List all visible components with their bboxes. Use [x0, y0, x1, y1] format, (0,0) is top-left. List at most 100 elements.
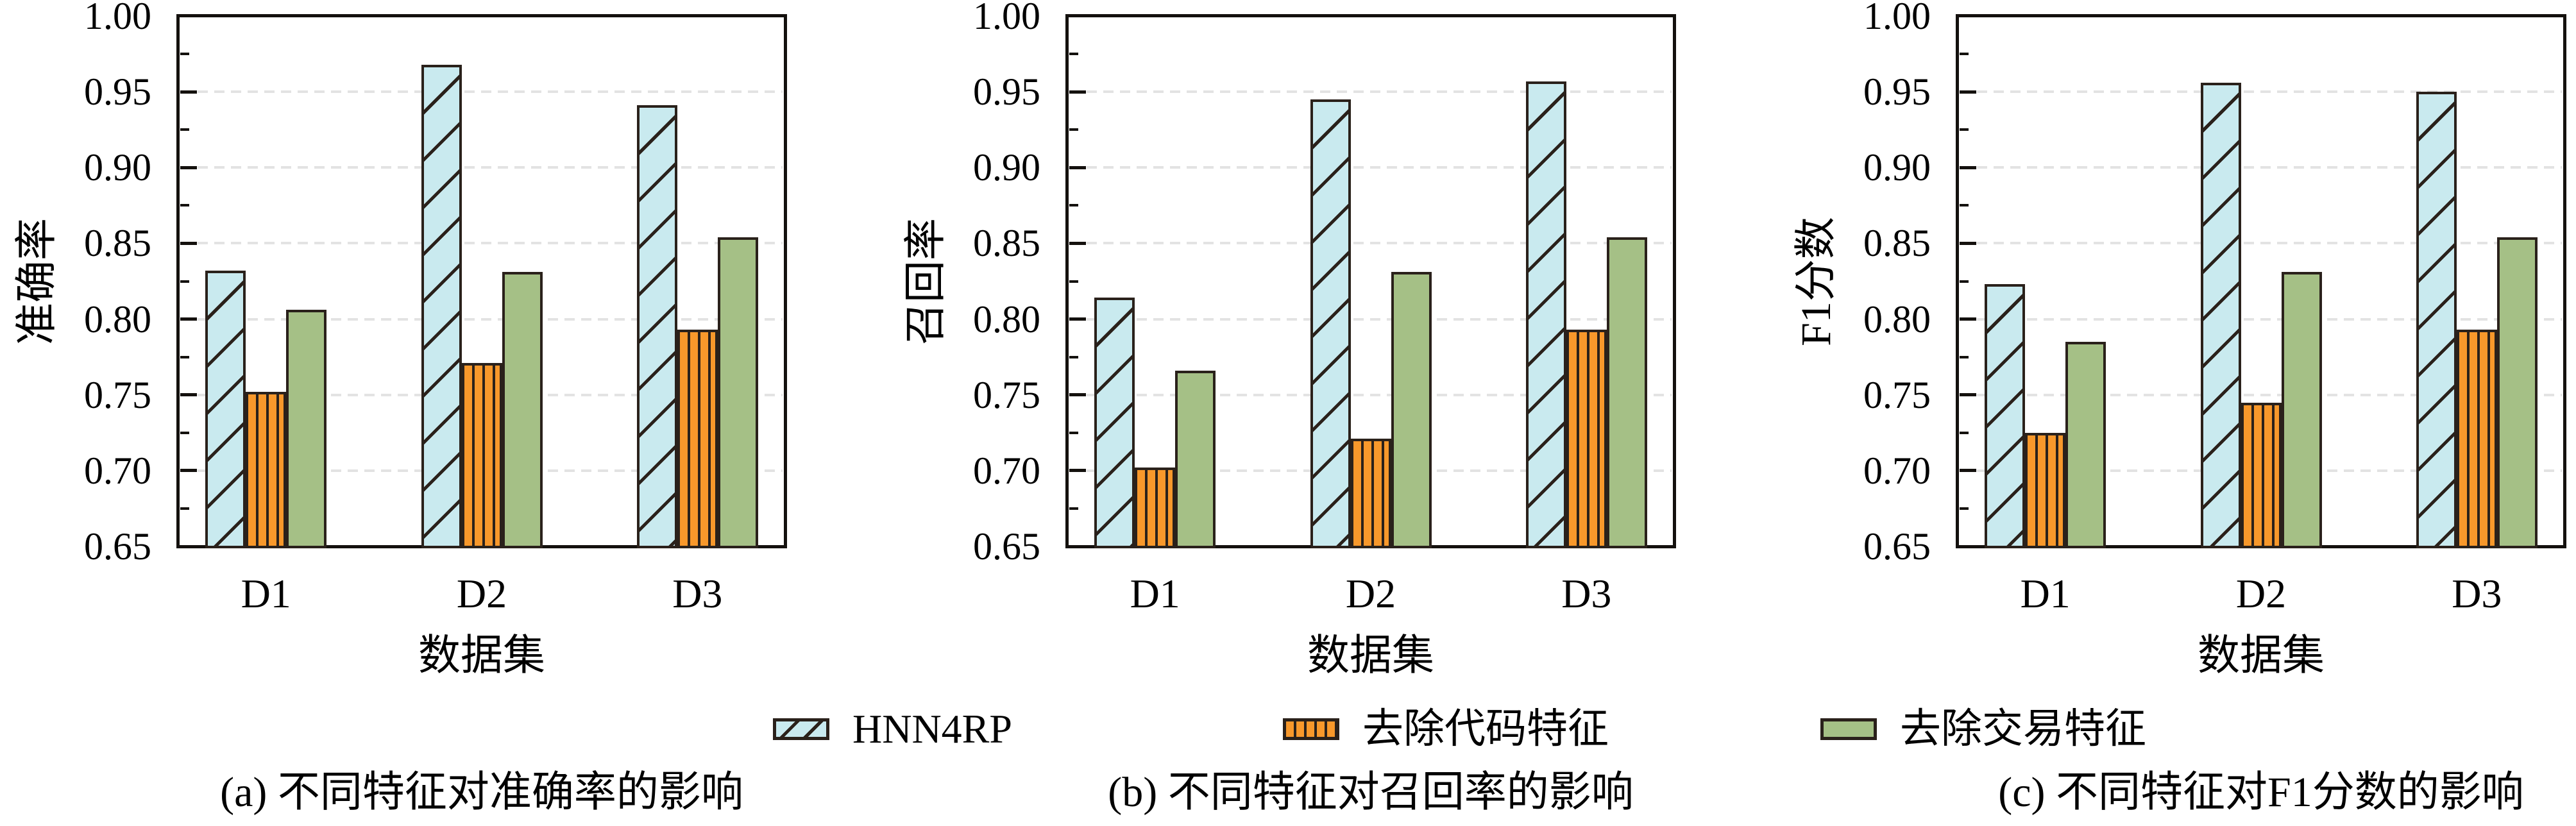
bar-a-D2-2	[502, 272, 543, 548]
y-tick-label: 1.00	[84, 0, 151, 37]
gridline	[1070, 393, 1672, 396]
y-tick-label: 0.65	[1863, 525, 1931, 568]
y-minor-tick	[1069, 431, 1078, 434]
x-tick-label: D2	[1345, 571, 1396, 616]
y-minor-tick	[180, 355, 189, 358]
y-major-tick	[1069, 241, 1086, 245]
y-major-tick	[1960, 90, 1976, 94]
gridline	[1960, 317, 2562, 321]
y-major-tick	[1069, 165, 1086, 169]
y-minor-tick	[1960, 507, 1969, 510]
gridline	[1070, 242, 1672, 245]
y-minor-tick	[1069, 355, 1078, 358]
legend-swatch	[1283, 718, 1339, 740]
bar-a-D2-0	[421, 65, 462, 548]
y-tick-label: 0.75	[973, 373, 1040, 416]
y-tick-label: 0.95	[973, 71, 1040, 114]
gridline	[1070, 166, 1672, 169]
y-minor-tick	[1069, 128, 1078, 131]
y-tick-label: 0.70	[1863, 449, 1931, 492]
bar-c-D1-0	[1985, 284, 2025, 548]
x-tick-label: D3	[672, 571, 723, 616]
bar-c-D2-2	[2282, 272, 2322, 548]
bar-b-D1-1	[1135, 468, 1175, 548]
y-tick-label: 0.90	[973, 146, 1040, 189]
legend-swatch	[1820, 718, 1877, 740]
y-tick-label: 0.85	[1863, 222, 1931, 265]
y-minor-tick	[180, 431, 189, 434]
y-minor-tick	[1960, 431, 1969, 434]
y-major-tick	[180, 469, 197, 473]
y-major-tick	[1960, 165, 1976, 169]
y-tick-label: 0.70	[973, 449, 1040, 492]
legend-swatch	[773, 718, 829, 740]
bar-c-D3-2	[2497, 237, 2538, 548]
y-major-tick	[1960, 393, 1976, 397]
bar-c-D2-1	[2241, 403, 2282, 548]
gridline	[1960, 166, 2562, 169]
x-axis-title: 数据集	[2198, 632, 2325, 679]
bar-b-D3-1	[1566, 330, 1607, 548]
bar-a-D2-1	[462, 363, 502, 548]
subplot-caption-a: (a) 不同特征对准确率的影响	[220, 769, 743, 816]
y-tick-label: 0.75	[84, 373, 151, 416]
y-tick-label: 0.65	[973, 525, 1040, 568]
y-tick-label: 0.75	[1863, 373, 1931, 416]
y-minor-tick	[1960, 204, 1969, 207]
y-major-tick	[180, 165, 197, 169]
y-minor-tick	[180, 53, 189, 56]
y-major-tick	[1960, 469, 1976, 473]
legend-item: 去除交易特征	[1820, 709, 2146, 750]
gridline	[181, 242, 783, 245]
y-major-tick	[180, 393, 197, 397]
bar-b-D2-1	[1351, 439, 1391, 548]
y-tick-label: 0.80	[973, 298, 1040, 341]
y-tick-label: 0.65	[84, 525, 151, 568]
y-minor-tick	[1960, 128, 1969, 131]
bar-b-D1-0	[1094, 298, 1135, 548]
x-tick-label: D3	[1561, 571, 1612, 616]
bar-b-D3-2	[1607, 237, 1647, 548]
y-major-tick	[1069, 393, 1086, 397]
bar-a-D1-1	[246, 392, 286, 548]
y-minor-tick	[1960, 53, 1969, 56]
y-tick-label: 0.95	[1863, 71, 1931, 114]
y-minor-tick	[1960, 355, 1969, 358]
bar-a-D1-0	[205, 271, 246, 548]
y-axis-title: F1分数	[1793, 216, 1840, 346]
x-tick-label: D1	[241, 571, 291, 616]
y-major-tick	[180, 317, 197, 321]
y-tick-label: 0.90	[1863, 146, 1931, 189]
legend-label: HNN4RP	[852, 706, 1012, 752]
y-minor-tick	[1069, 204, 1078, 207]
y-tick-label: 0.80	[1863, 298, 1931, 341]
subplot-caption-c: (c) 不同特征对F1分数的影响	[1998, 769, 2524, 816]
y-tick-label: 0.95	[84, 71, 151, 114]
bar-a-D1-2	[286, 310, 326, 548]
y-minor-tick	[180, 507, 189, 510]
y-tick-label: 0.80	[84, 298, 151, 341]
x-tick-label: D2	[2235, 571, 2287, 616]
bar-c-D3-0	[2416, 92, 2457, 548]
bar-c-D1-2	[2065, 342, 2106, 548]
gridline	[1070, 90, 1672, 94]
bar-b-D2-0	[1310, 99, 1351, 548]
y-minor-tick	[180, 128, 189, 131]
y-minor-tick	[1960, 280, 1969, 283]
gridline	[1960, 242, 2562, 245]
x-axis-title: 数据集	[418, 632, 545, 679]
gridline	[181, 166, 783, 169]
legend-label: 去除交易特征	[1900, 706, 2146, 752]
y-minor-tick	[1069, 280, 1078, 283]
y-axis-title: 准确率	[13, 217, 60, 345]
x-tick-label: D1	[2020, 571, 2071, 616]
bar-c-D3-1	[2457, 330, 2497, 548]
y-tick-label: 0.85	[973, 222, 1040, 265]
bar-c-D1-1	[2025, 433, 2065, 548]
legend-label: 去除代码特征	[1362, 706, 1609, 752]
y-major-tick	[1960, 317, 1976, 321]
gridline	[1960, 393, 2562, 396]
legend-item: HNN4RP	[773, 709, 1012, 750]
x-tick-label: D1	[1130, 571, 1180, 616]
